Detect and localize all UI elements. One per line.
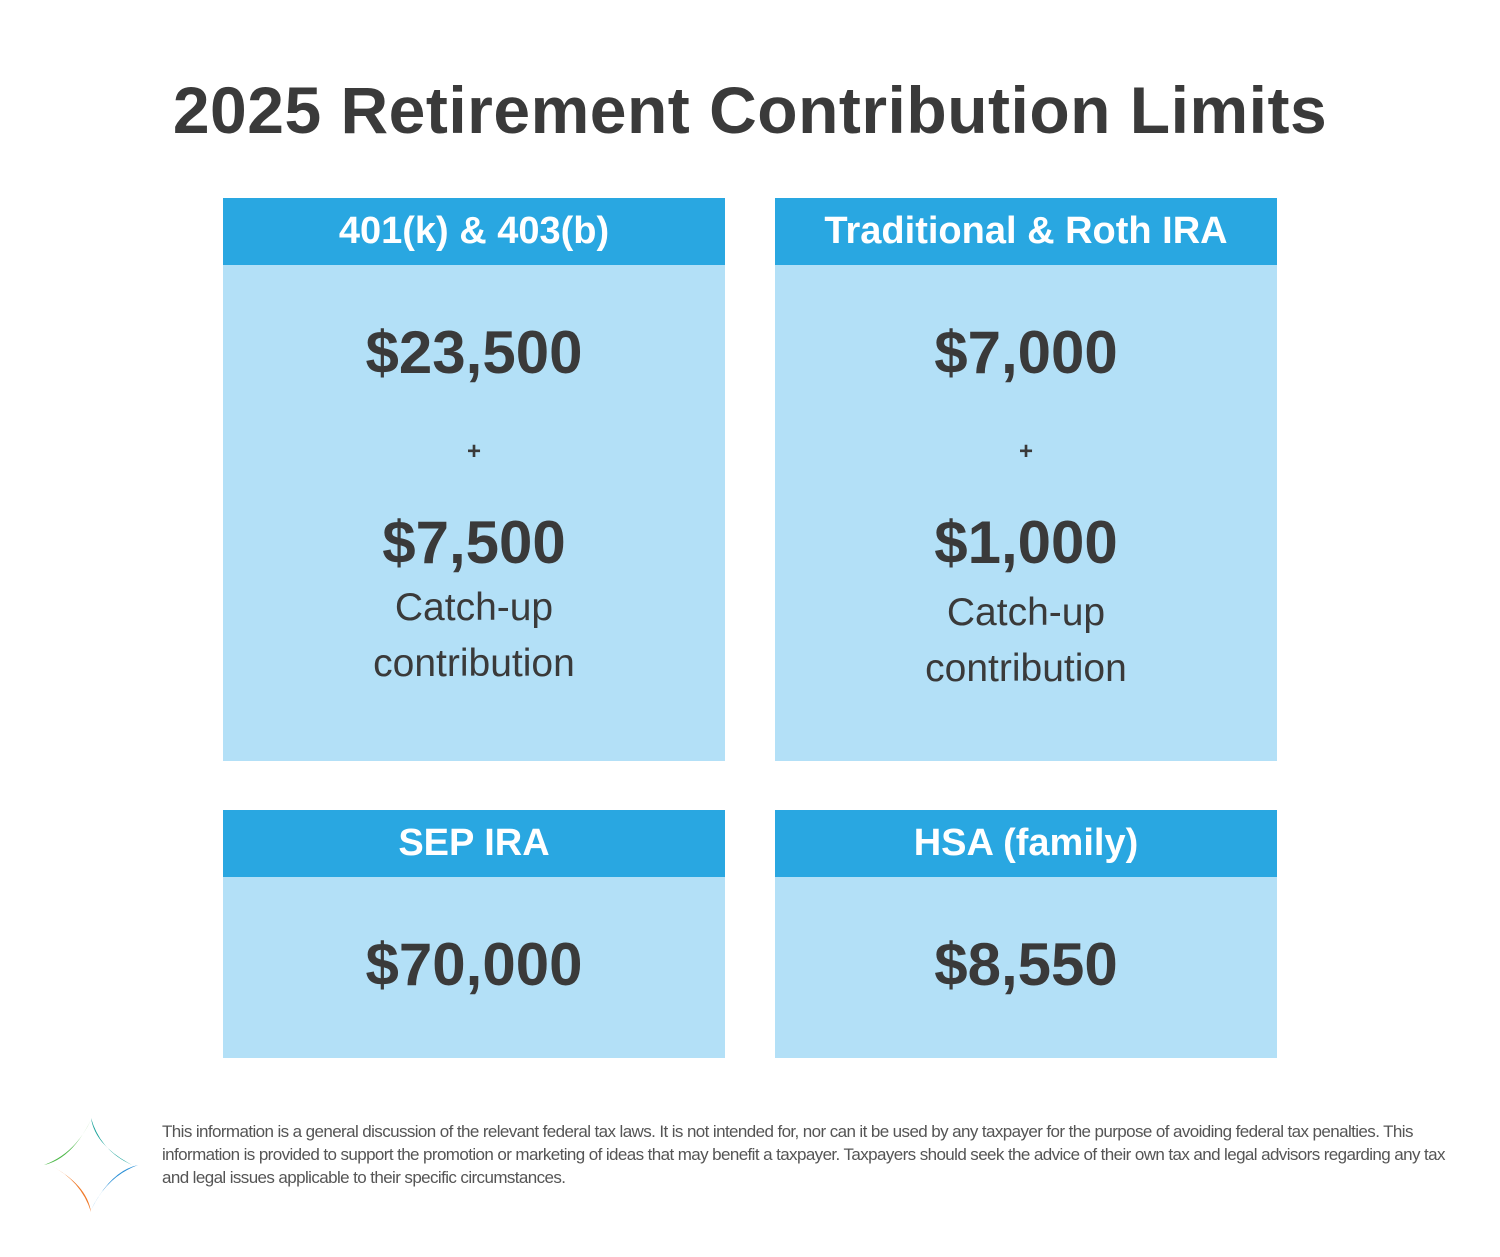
limit-amount: $7,000 bbox=[934, 319, 1118, 386]
catchup-label-line1: Catch-up bbox=[946, 591, 1106, 634]
limit-amount: $23,500 bbox=[365, 319, 583, 386]
catchup-label-line2: contribution bbox=[925, 647, 1127, 690]
card-401k-403b: 401(k) & 403(b) $23,500 + $7,500 Catch-u… bbox=[223, 198, 725, 761]
catchup-label-line2: contribution bbox=[373, 642, 575, 685]
catchup-label-line1: Catch-up bbox=[394, 586, 554, 629]
plus-sign: + bbox=[1018, 438, 1033, 465]
plus-sign: + bbox=[466, 438, 481, 465]
catchup-amount: $1,000 bbox=[934, 509, 1118, 576]
catchup-amount: $7,500 bbox=[382, 509, 566, 576]
card-header: SEP IRA bbox=[223, 810, 725, 877]
card-sep-ira: SEP IRA $70,000 bbox=[223, 810, 725, 1058]
card-traditional-roth-ira: Traditional & Roth IRA $7,000 + $1,000 C… bbox=[775, 198, 1277, 761]
card-header: HSA (family) bbox=[775, 810, 1277, 877]
limit-amount: $8,550 bbox=[934, 931, 1118, 998]
four-point-star-logo-icon bbox=[43, 1117, 139, 1213]
card-header: 401(k) & 403(b) bbox=[223, 198, 725, 265]
card-header: Traditional & Roth IRA bbox=[775, 198, 1277, 265]
disclaimer-text: This information is a general discussion… bbox=[162, 1122, 1445, 1187]
page-title: 2025 Retirement Contribution Limits bbox=[172, 73, 1328, 147]
limit-amount: $70,000 bbox=[365, 931, 583, 998]
card-hsa-family: HSA (family) $8,550 bbox=[775, 810, 1277, 1058]
